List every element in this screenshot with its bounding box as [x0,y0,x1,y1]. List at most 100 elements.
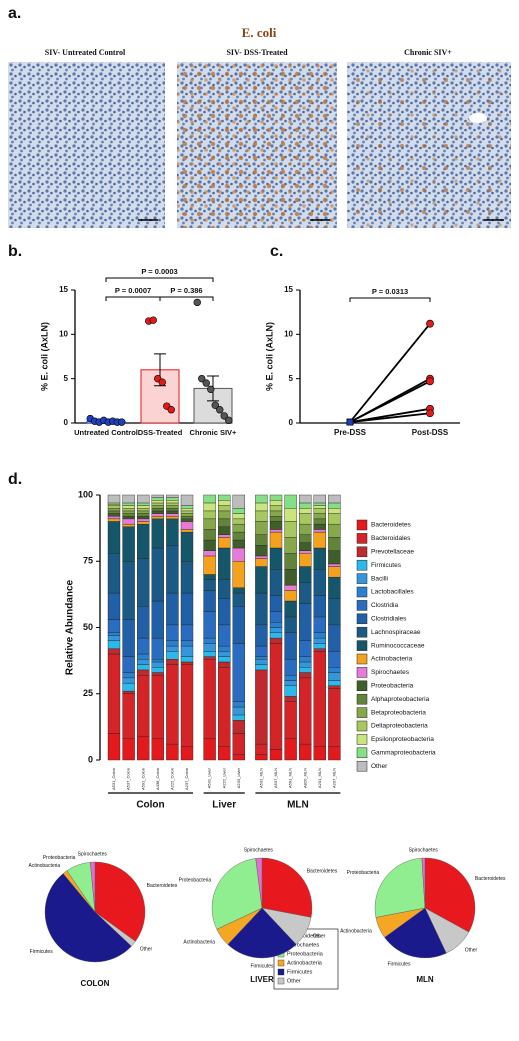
bar-segment [269,595,283,612]
legend-swatch [356,600,368,611]
bar-segment [203,643,216,652]
bar-segment [166,659,179,665]
bar-segment [203,579,216,591]
bar-segment [269,531,283,549]
micrograph [8,62,165,228]
bar-segment [166,497,179,501]
bar-segment [107,508,121,512]
bar-segment [107,553,121,594]
bar-segment [328,550,341,565]
slice-label: Actinobacteria [183,939,215,945]
bar-segment [151,505,165,509]
bar-segment [299,542,312,551]
pie-slice [44,873,132,963]
bar-segment [232,592,246,607]
bar-segment [180,746,194,761]
bar-segment [122,738,135,761]
bar-segment [284,659,297,676]
bar-segment [328,508,341,514]
y-tick-label: 50 [83,622,93,632]
bar-segment [328,566,341,578]
tissue-gap [469,113,487,123]
bar-segment [255,754,268,761]
bar-segment [107,648,121,655]
bar-segment [107,619,121,633]
bar-segment [328,494,341,504]
bar-segment [203,637,216,644]
x-tick-label: A237_MLN [331,768,336,788]
bar-segment [203,738,216,761]
legend-label: Alphaproteobacteria [371,696,430,703]
image-caption: Chronic SIV+ [404,48,452,57]
bar-segment [328,667,341,673]
image-caption: SIV- DSS-Treated [226,48,288,57]
pie-slice [261,857,313,918]
y-tick-label: 10 [59,329,68,338]
bar-segment [122,516,135,520]
bar-segment [328,513,341,525]
bar-segment [284,508,297,522]
bar-segment [203,659,216,739]
bar-segment [151,500,165,504]
slice-label: Actinobacteria [28,863,60,869]
bar-segment [217,661,231,668]
bar-segment [269,627,283,633]
bar-segment [122,619,135,657]
bar-segment [203,555,216,575]
bar-segment [328,523,341,538]
legend-swatch [356,533,368,544]
bar-segment [328,598,341,626]
bar-segment [232,643,246,702]
bar-segment [180,592,194,626]
bar-segment [299,502,312,509]
bar-segment [166,516,179,520]
bar-segment [255,592,268,626]
data-point [193,298,201,307]
data-point [118,418,126,426]
bar-segment [151,672,165,676]
bar-segment [328,576,341,599]
bar-segment [232,539,246,549]
bar-segment [313,616,326,634]
bar-segment [203,518,216,530]
bar-segment [255,659,268,665]
bar-segment [166,518,179,546]
bar-segment [269,516,283,522]
legend-swatch [356,707,368,718]
bar-segment [217,518,231,527]
bar-segment [136,669,150,676]
bar-segment [136,510,150,514]
bar-segment [217,624,231,647]
bar-segment [328,537,341,551]
paired-line [349,380,431,423]
bar-segment [328,651,341,668]
bar-segment [313,746,326,761]
bar-segment [255,669,268,745]
panel-label: d. [8,471,22,488]
bar-segment [313,502,326,506]
x-tick-label: A222_Colon [169,768,174,790]
bar-segment [166,500,179,504]
pie-slice [384,907,447,959]
slice-label: Proteobacteria [347,870,380,876]
bar-segment [180,531,194,562]
bar-segment [328,563,341,567]
legend-swatch [356,519,368,531]
slice-label: Bacteroidetes [147,883,178,889]
bar-segment [107,640,121,649]
bar-segment [151,675,165,740]
bar-segment [232,494,246,509]
bar-segment [217,656,231,663]
bar-segment [217,547,231,580]
significance-bracket [105,277,214,282]
paired-line [349,412,431,424]
legend-swatch [356,586,368,598]
x-tick-label: A222_Liver [221,767,226,788]
bar-segment [107,733,121,761]
bar-segment [217,645,231,652]
pie-title: LIVER [250,975,274,984]
legend-swatch [356,680,368,692]
bar-segment [203,502,216,512]
legend-swatch [277,959,285,967]
bar-segment [232,513,246,520]
